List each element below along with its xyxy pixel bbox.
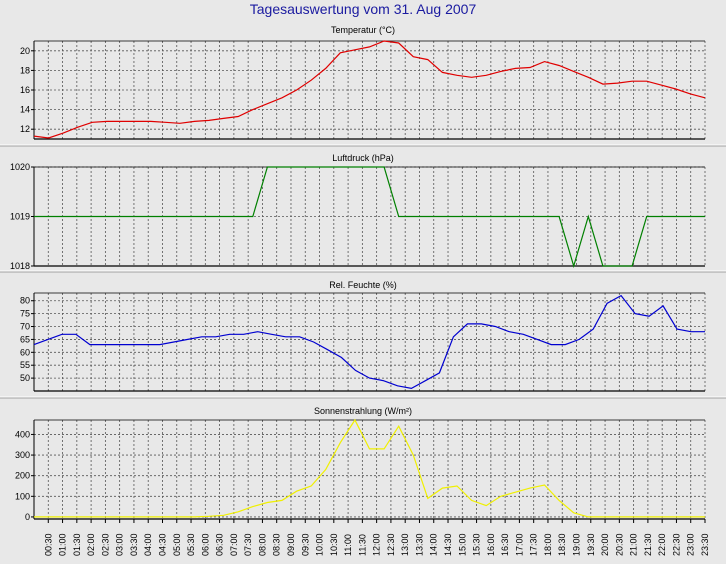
x-tick-label: 03:30: [129, 533, 139, 556]
x-tick-label: 04:30: [157, 533, 167, 556]
x-tick-label: 23:30: [700, 533, 710, 556]
x-tick-label: 05:00: [172, 533, 182, 556]
temperature-series-line: [33, 40, 706, 139]
y-tick-label: 75: [20, 309, 30, 319]
x-tick-label: 14:00: [429, 533, 439, 556]
radiation-chart-title: Sonnenstrahlung (W/m²): [314, 406, 412, 416]
y-tick-label: 1019: [10, 212, 30, 222]
x-tick-label: 04:00: [143, 533, 153, 556]
y-tick-label: 60: [20, 347, 30, 357]
pressure-series-line: [34, 166, 705, 269]
x-tick-label: 01:30: [72, 533, 82, 556]
x-tick-label: 06:00: [200, 533, 210, 556]
radiation-chart: Sonnenstrahlung (W/m²) 0 100 200 300 400: [15, 406, 706, 522]
x-tick-label: 17:30: [529, 533, 539, 556]
y-tick-label: 400: [15, 429, 30, 439]
y-tick-label: 14: [20, 105, 30, 115]
x-tick-label: 08:00: [257, 533, 267, 556]
x-tick-label: 19:00: [572, 533, 582, 556]
y-tick-label: 200: [15, 471, 30, 481]
x-tick-label: 03:00: [115, 533, 125, 556]
x-tick-label: 12:00: [372, 533, 382, 556]
y-tick-label: 100: [15, 491, 30, 501]
x-tick-label: 08:30: [272, 533, 282, 556]
x-tick-label: 02:30: [100, 533, 110, 556]
x-tick-label: 00:30: [43, 533, 53, 556]
y-tick-label: 1020: [10, 162, 30, 172]
y-tick-label: 50: [20, 373, 30, 383]
y-tick-label: 65: [20, 334, 30, 344]
x-tick-label: 21:00: [629, 533, 639, 556]
x-tick-label: 11:00: [343, 534, 353, 556]
x-tick-label: 10:00: [315, 533, 325, 556]
x-tick-label: 22:00: [657, 533, 667, 556]
humidity-series-line: [33, 294, 705, 390]
y-tick-label: 18: [20, 65, 30, 75]
x-tick-label: 11:30: [357, 534, 367, 556]
x-tick-label: 09:30: [300, 533, 310, 556]
x-tick-label: 22:30: [671, 533, 681, 556]
x-tick-label: 12:30: [386, 533, 396, 556]
x-tick-label: 05:30: [186, 533, 196, 556]
x-tick-label: 18:30: [557, 533, 567, 556]
x-tick-label: 14:30: [443, 533, 453, 556]
x-tick-label: 01:00: [58, 533, 68, 556]
page-title: Tagesauswertung vom 31. Aug 2007: [249, 1, 477, 17]
x-tick-label: 07:30: [243, 533, 253, 556]
x-tick-label: 06:30: [215, 533, 225, 556]
x-tick-label: 18:00: [543, 533, 553, 556]
x-tick-label: 07:00: [229, 533, 239, 556]
humidity-chart: Rel. Feuchte (%) 50 55 60 65 70 75 80: [20, 280, 706, 392]
y-tick-label: 1018: [10, 261, 30, 271]
x-tick-label: 17:00: [514, 533, 524, 556]
y-tick-label: 0: [25, 512, 30, 522]
x-tick-label: 21:30: [643, 533, 653, 556]
y-tick-label: 12: [20, 124, 30, 134]
x-tick-label: 16:00: [486, 533, 496, 556]
x-tick-label: 15:00: [457, 533, 467, 556]
x-tick-label: 10:30: [329, 533, 339, 556]
y-tick-label: 70: [20, 322, 30, 332]
x-tick-label: 20:00: [600, 533, 610, 556]
temperature-chart: Temperatur (°C) 12 14 16 18 20: [20, 25, 706, 140]
y-tick-label: 55: [20, 360, 30, 370]
y-tick-label: 20: [20, 46, 30, 56]
pressure-chart-title: Luftdruck (hPa): [332, 153, 394, 163]
x-tick-label: 15:30: [472, 533, 482, 556]
y-tick-label: 16: [20, 85, 30, 95]
humidity-chart-title: Rel. Feuchte (%): [329, 280, 397, 290]
x-tick-label: 23:00: [686, 533, 696, 556]
pressure-chart: Luftdruck (hPa) 1018 1019 1020: [10, 153, 706, 271]
y-tick-label: 80: [20, 296, 30, 306]
x-tick-label: 09:00: [286, 533, 296, 556]
x-tick-label: 16:30: [500, 533, 510, 556]
x-tick-label: 13:00: [400, 533, 410, 556]
x-tick-label: 13:30: [414, 533, 424, 556]
x-tick-label: 02:00: [86, 533, 96, 556]
x-tick-label: 20:30: [614, 533, 624, 556]
radiation-series-line: [34, 418, 705, 518]
temperature-chart-title: Temperatur (°C): [331, 25, 395, 35]
y-tick-label: 300: [15, 450, 30, 460]
time-axis-labels: 00:30 01:00 01:30 02:00 02:30 03:00 03:30 04:00…: [43, 519, 710, 556]
x-tick-label: 19:30: [586, 533, 596, 556]
